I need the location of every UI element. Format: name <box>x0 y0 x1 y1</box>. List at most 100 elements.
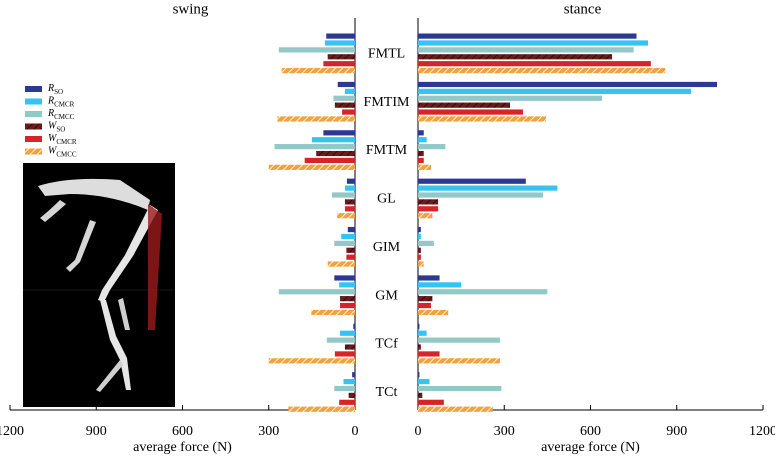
bar <box>418 67 666 74</box>
x-tick-label: 900 <box>86 424 107 439</box>
bar <box>347 226 355 233</box>
bar <box>418 337 500 343</box>
bar <box>418 40 648 46</box>
bar <box>418 358 500 364</box>
bar <box>340 302 355 309</box>
bar <box>348 392 355 399</box>
legend-swatch <box>25 148 42 155</box>
bar <box>281 67 355 74</box>
x-tick-label: 300 <box>494 424 515 439</box>
bar <box>418 240 434 246</box>
bar <box>344 199 355 205</box>
bar <box>268 358 355 364</box>
bar <box>418 47 634 53</box>
bar <box>418 157 424 164</box>
bar <box>334 275 355 281</box>
bar <box>418 275 440 281</box>
bar <box>418 185 558 191</box>
category-label: TCt <box>376 385 398 400</box>
bar <box>418 199 439 205</box>
bar <box>418 344 421 350</box>
bar <box>334 385 355 392</box>
bar <box>277 116 355 122</box>
bar <box>418 116 546 122</box>
x-tick-label: 0 <box>415 424 422 439</box>
bar <box>344 206 355 212</box>
legend-subscript: CMCR <box>54 100 75 108</box>
bar <box>418 213 433 219</box>
bar <box>418 137 427 143</box>
panel-title: stance <box>564 1 602 17</box>
bar <box>274 144 355 150</box>
legend-subscript: CMCR <box>56 138 77 146</box>
leg-photo <box>23 163 175 407</box>
category-label: FMTIM <box>364 95 410 110</box>
panel-title: swing <box>173 1 209 17</box>
x-axis-label: average force (N) <box>133 440 232 455</box>
bar <box>418 351 440 357</box>
bar <box>334 240 355 246</box>
bar <box>418 330 427 336</box>
bar <box>334 102 355 108</box>
legend-swatch <box>25 123 42 130</box>
bar <box>418 88 692 94</box>
bar <box>418 385 502 392</box>
bar <box>418 95 602 101</box>
bar <box>418 372 420 378</box>
bar <box>418 379 430 385</box>
bar <box>418 261 424 267</box>
category-label: GM <box>375 288 398 303</box>
bar <box>418 206 439 212</box>
bar <box>418 192 544 198</box>
x-axis-label: average force (N) <box>541 440 640 455</box>
bar <box>332 192 355 198</box>
category-label: FMTL <box>368 46 405 61</box>
bar <box>418 54 613 60</box>
bar <box>418 130 424 136</box>
bar <box>418 233 421 240</box>
bar <box>418 406 493 412</box>
bar <box>418 254 421 260</box>
bar <box>418 33 637 39</box>
bar <box>418 81 717 88</box>
legend-label: RCMCC <box>47 108 75 120</box>
bar <box>418 226 421 233</box>
bar <box>311 137 355 143</box>
bar <box>268 164 355 170</box>
bar <box>418 309 449 316</box>
legend-subscript: CMCC <box>56 150 77 158</box>
bar <box>352 372 355 378</box>
bar <box>323 130 355 136</box>
legend-label: RSO <box>47 83 63 95</box>
legend-name: W <box>48 146 58 157</box>
bar <box>346 254 355 260</box>
category-label: GIM <box>373 240 401 255</box>
bar <box>418 296 433 302</box>
bar <box>327 54 355 60</box>
bar <box>333 95 355 101</box>
bar <box>326 337 355 343</box>
bar <box>288 406 355 412</box>
bar <box>304 157 355 164</box>
legend-name: R <box>47 83 54 94</box>
bar <box>311 309 355 316</box>
bar <box>342 109 355 115</box>
bar <box>418 247 421 253</box>
legend-swatch <box>25 86 42 92</box>
legend-name: W <box>48 133 58 144</box>
bar <box>324 40 355 46</box>
bar <box>344 88 355 94</box>
bar <box>418 164 431 170</box>
bar <box>418 61 651 67</box>
bar <box>340 330 355 336</box>
legend-name: R <box>47 96 54 107</box>
bar <box>339 282 355 288</box>
bar <box>316 150 355 157</box>
bar <box>418 323 420 329</box>
bar <box>326 33 355 39</box>
bar <box>344 344 355 350</box>
bar <box>339 399 355 405</box>
x-tick-label: 1200 <box>0 424 24 439</box>
bar <box>346 247 355 253</box>
